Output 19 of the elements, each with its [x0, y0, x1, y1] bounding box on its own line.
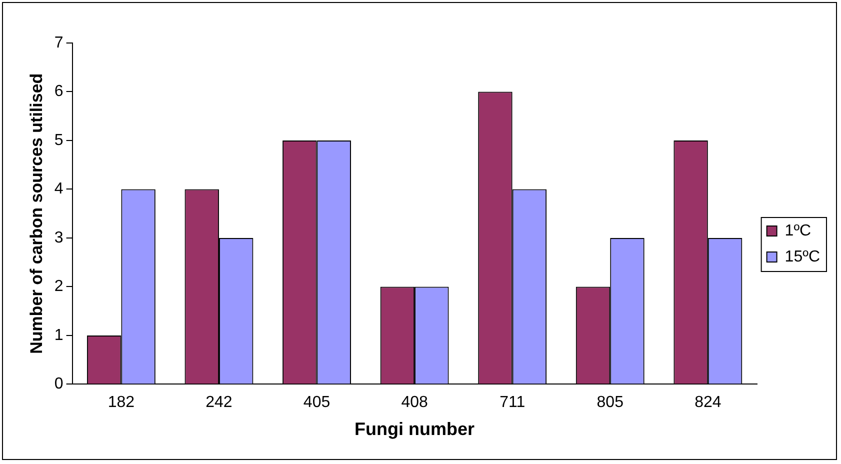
y-tick-label: 7 — [54, 34, 64, 52]
y-tick-label: 5 — [54, 132, 64, 149]
legend-label: 15ºC — [784, 248, 820, 266]
x-tick-label: 182 — [108, 394, 135, 412]
x-tick-label: 805 — [596, 394, 624, 412]
y-tick-label: 4 — [54, 180, 64, 198]
legend-label: 1ºC — [784, 222, 812, 240]
x-tick-label: 408 — [401, 394, 428, 412]
y-tick-label: 3 — [54, 229, 64, 246]
x-tick-label: 824 — [694, 394, 722, 412]
y-tick-label: 2 — [54, 278, 64, 296]
x-axis-title: Fungi number — [354, 419, 475, 440]
x-tick-label: 242 — [206, 394, 232, 412]
y-axis-title: Number of carbon sources utilised — [26, 73, 46, 354]
y-tick-label: 0 — [54, 376, 64, 393]
x-tick-label: 711 — [500, 394, 526, 412]
y-tick-label: 1 — [54, 326, 64, 344]
x-tick-label: 405 — [303, 394, 330, 412]
y-tick-label: 6 — [54, 83, 64, 100]
